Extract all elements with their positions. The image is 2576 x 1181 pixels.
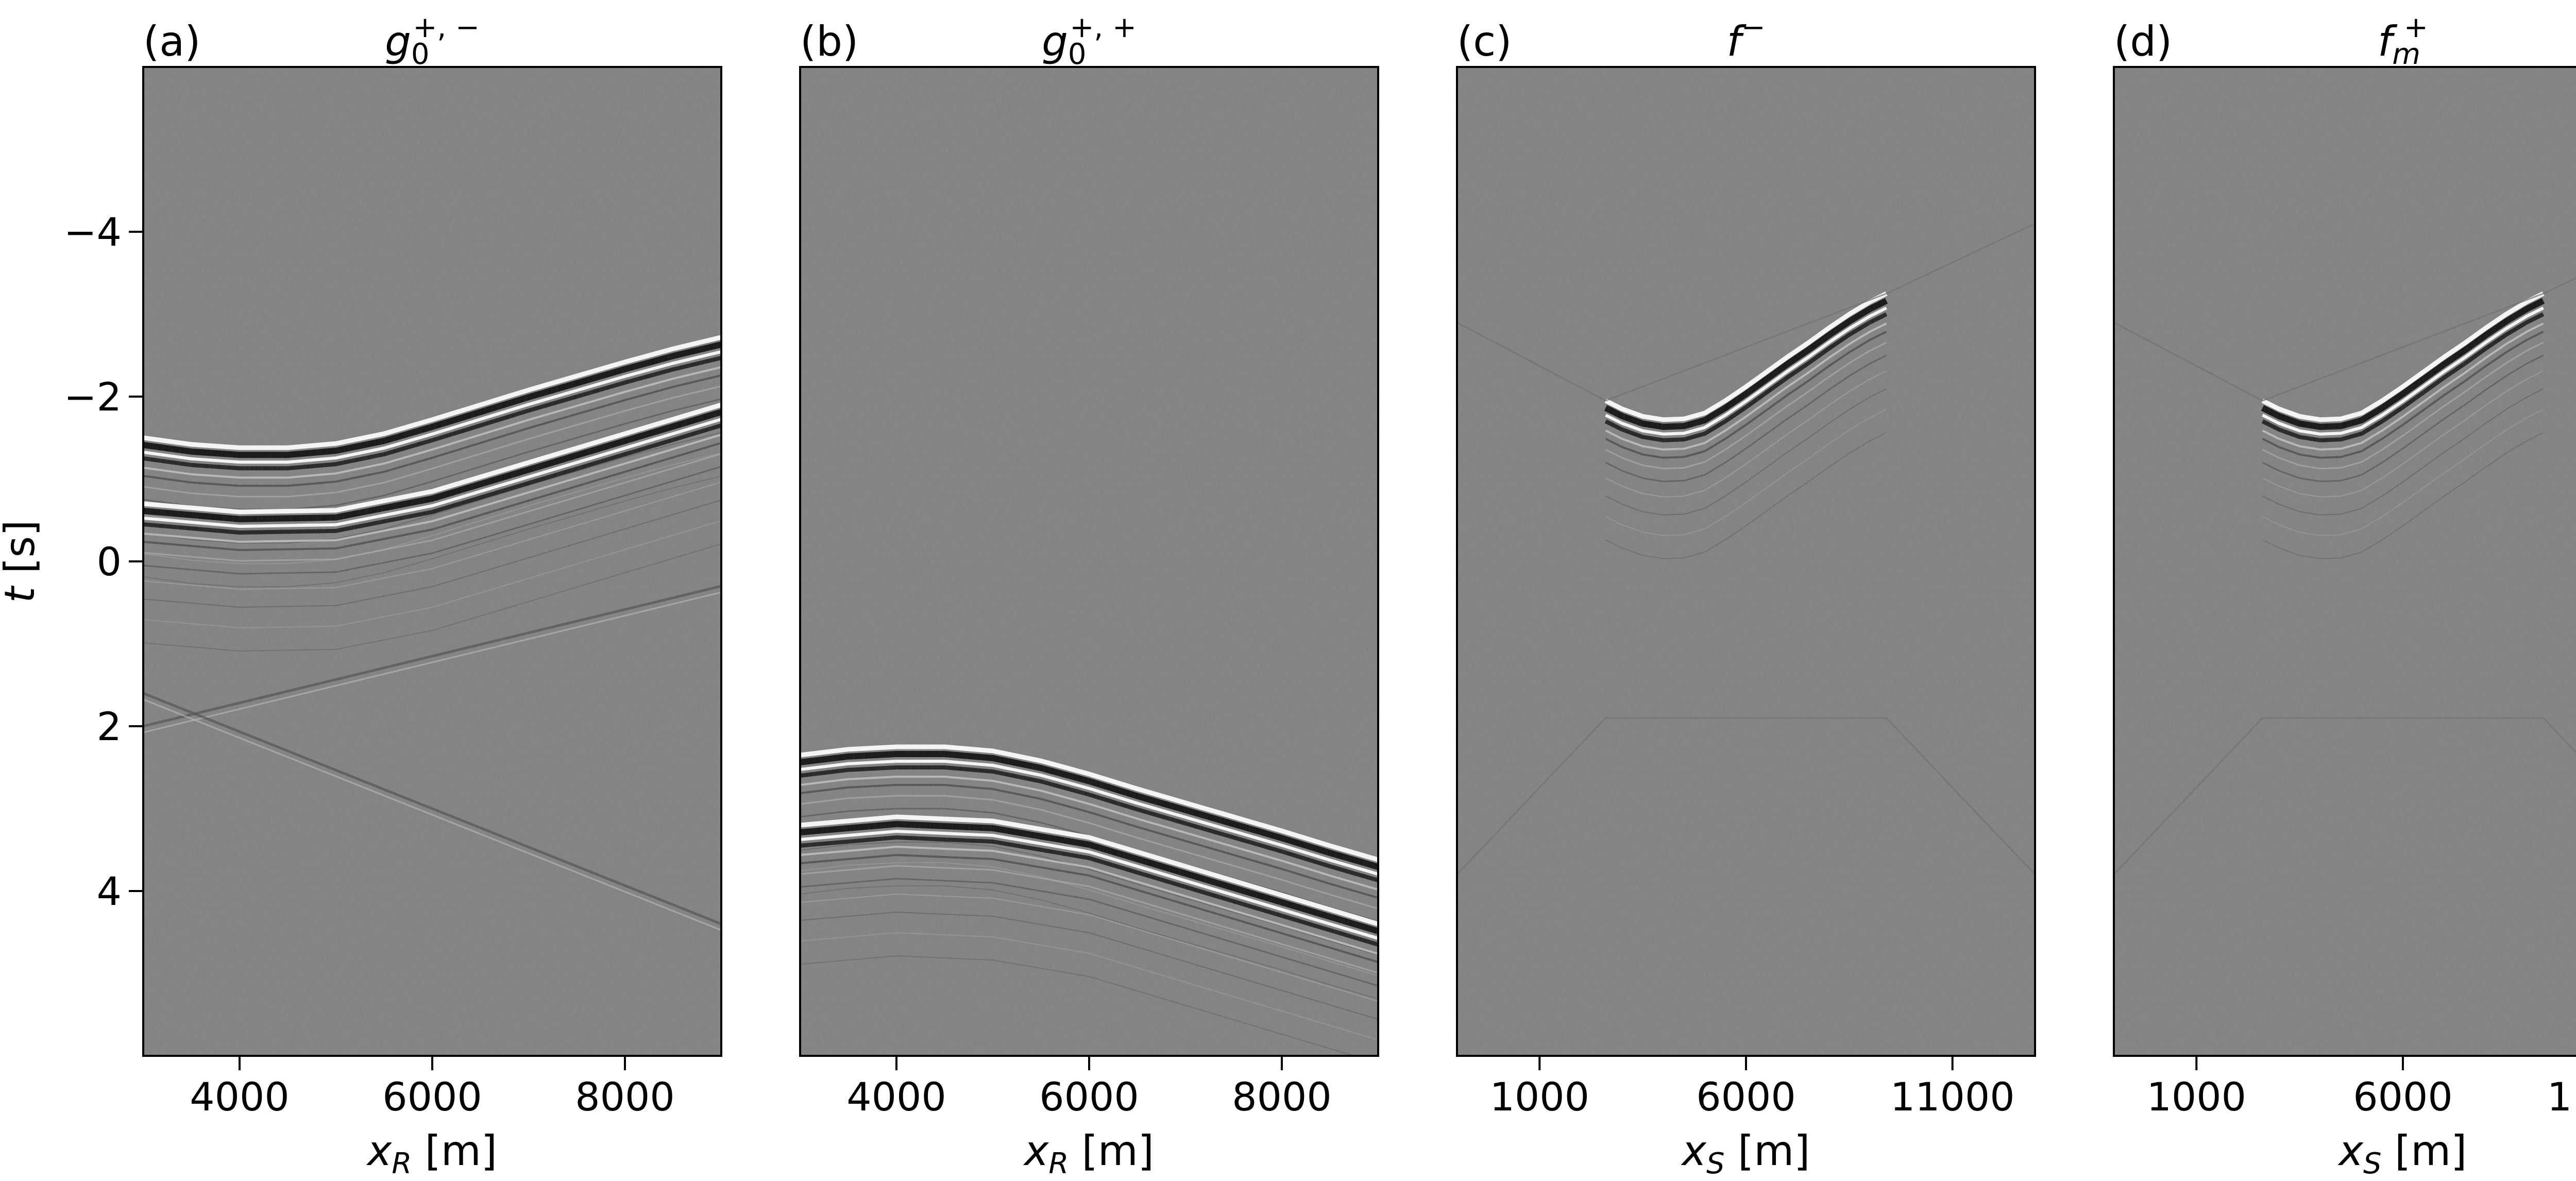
- x-label-unit: [m]: [412, 1127, 497, 1175]
- y-axis-label: t [s]: [0, 520, 44, 603]
- image-content: [2114, 67, 2576, 1056]
- panel-label: (c): [1457, 18, 1512, 65]
- title-subscript: 0: [1068, 38, 1087, 71]
- x-tick-label: 6000: [382, 1074, 482, 1120]
- panel-c: 1000 6000 11000 (c) f− xS [m]: [1456, 11, 2036, 1180]
- x-tick-label: 4000: [190, 1074, 289, 1120]
- title-superscript: +, +: [1070, 11, 1136, 44]
- x-label-subscript: S: [2363, 1147, 2382, 1180]
- x-tick-label: 11000: [1890, 1074, 2015, 1120]
- image-content: [1457, 67, 2035, 1056]
- y-label-unit: [s]: [0, 520, 44, 587]
- title-symbol: g: [1042, 18, 1068, 65]
- x-label-unit: [m]: [2382, 1127, 2467, 1175]
- panel-b: 4000 6000 8000 (b) g0+, + xR [m]: [799, 11, 1379, 1180]
- y-tick-label: −2: [64, 374, 122, 420]
- title-superscript: −: [1741, 11, 1766, 44]
- x-tick-label: 1000: [1490, 1074, 1589, 1120]
- y-tick-label: 4: [97, 868, 122, 914]
- panel-label: (b): [800, 18, 858, 65]
- x-tick-label: 4000: [846, 1074, 946, 1120]
- x-axis-label: xR [m]: [1023, 1127, 1154, 1180]
- panel-label: (a): [143, 18, 200, 65]
- noise-texture: [1457, 67, 2035, 1056]
- x-tick-label: 6000: [1039, 1074, 1139, 1120]
- image-content: [143, 67, 721, 1056]
- x-tick-label: 6000: [2353, 1074, 2452, 1120]
- image-content: [800, 67, 1378, 1056]
- noise-texture: [2114, 67, 2576, 1056]
- x-label-symbol: x: [1023, 1127, 1049, 1175]
- x-label-subscript: S: [1706, 1147, 1725, 1180]
- x-tick-label: 6000: [1696, 1074, 1795, 1120]
- title-subscript: 0: [411, 38, 430, 71]
- title-subscript: m: [2392, 38, 2420, 71]
- panel-title: f−: [1726, 11, 1765, 65]
- y-tick-label: 0: [97, 539, 122, 585]
- title-symbol: g: [385, 18, 411, 65]
- title-superscript: +: [2404, 11, 2428, 44]
- x-label-unit: [m]: [1725, 1127, 1810, 1175]
- x-tick-label: 11000: [2547, 1074, 2576, 1120]
- x-label-subscript: R: [1048, 1147, 1069, 1180]
- title-superscript: +, −: [413, 11, 479, 44]
- x-axis-label: xS [m]: [2337, 1127, 2467, 1180]
- y-tick-label: 2: [97, 704, 122, 749]
- x-axis-label: xS [m]: [1681, 1127, 1810, 1180]
- x-label-symbol: x: [1681, 1127, 1707, 1175]
- panel-title: fm+: [2378, 11, 2428, 71]
- y-label-symbol: t: [0, 585, 44, 603]
- panel-title: g0+, +: [1042, 11, 1137, 71]
- y-tick-label: −4: [64, 209, 122, 255]
- noise-texture: [800, 67, 1378, 1056]
- x-tick-label: 8000: [1232, 1074, 1331, 1120]
- x-label-symbol: x: [366, 1127, 393, 1175]
- x-label-subscript: R: [392, 1147, 412, 1180]
- x-axis-label: xR [m]: [366, 1127, 497, 1180]
- noise-texture: [143, 67, 721, 1056]
- panel-d: 1000 6000 11000 (d) fm+ xS [m]: [2113, 11, 2576, 1180]
- panel-title: g0+, −: [385, 11, 480, 71]
- x-tick-label: 8000: [575, 1074, 674, 1120]
- x-tick-label: 1000: [2147, 1074, 2246, 1120]
- x-label-unit: [m]: [1069, 1127, 1154, 1175]
- x-label-symbol: x: [2337, 1127, 2364, 1175]
- panel-label: (d): [2114, 18, 2172, 65]
